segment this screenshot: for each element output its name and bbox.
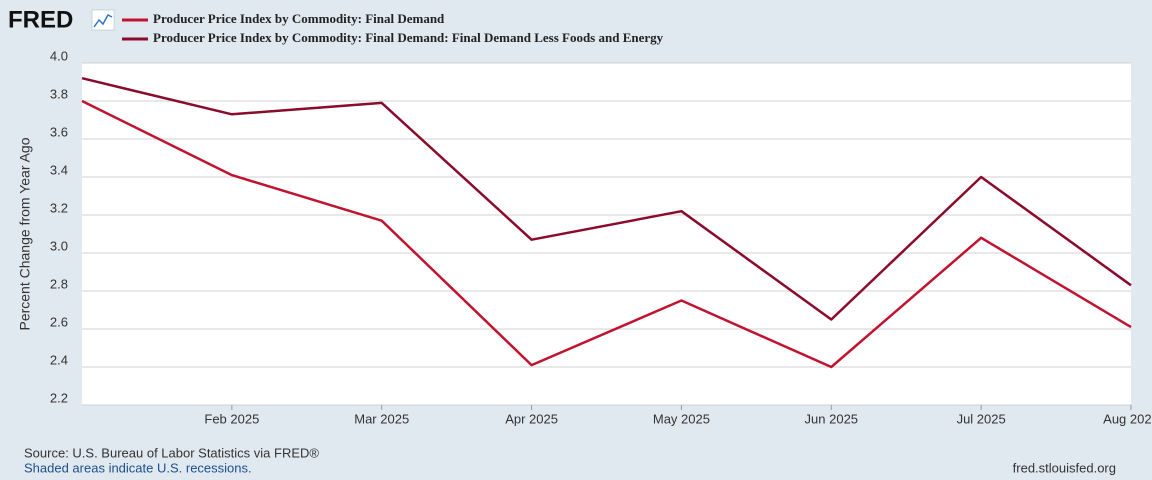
x-tick-label: Mar 2025 xyxy=(354,411,409,426)
y-tick-label: 4.0 xyxy=(50,48,68,63)
legend-label: Producer Price Index by Commodity: Final… xyxy=(153,11,445,26)
x-tick-label: Apr 2025 xyxy=(505,411,558,426)
y-tick-label: 3.2 xyxy=(50,200,68,215)
y-tick-label: 2.6 xyxy=(50,314,68,329)
series-line xyxy=(81,76,1132,321)
plot-area xyxy=(82,63,1131,405)
note: Shaded areas indicate U.S. recessions. xyxy=(24,460,252,475)
x-tick-label: Jun 2025 xyxy=(805,411,859,426)
y-tick-label: 3.0 xyxy=(50,238,68,253)
series-line xyxy=(81,99,1132,369)
url: fred.stlouisfed.org xyxy=(1013,460,1116,475)
logo: FRED xyxy=(8,6,73,33)
logo-icon xyxy=(91,9,115,31)
y-tick-label: 3.6 xyxy=(50,124,68,139)
y-tick-label: 2.8 xyxy=(50,276,68,291)
source: Source: U.S. Bureau of Labor Statistics … xyxy=(24,445,319,460)
y-tick-label: 3.8 xyxy=(50,86,68,101)
y-tick-label: 2.4 xyxy=(50,352,68,367)
x-tick-label: Feb 2025 xyxy=(204,411,259,426)
y-tick-label: 3.4 xyxy=(50,162,68,177)
x-tick-label: Aug 2025 xyxy=(1103,411,1152,426)
y-tick-label: 2.2 xyxy=(50,390,68,405)
legend-label: Producer Price Index by Commodity: Final… xyxy=(153,30,664,45)
x-tick-label: May 2025 xyxy=(653,411,710,426)
y-axis-label: Percent Change from Year Ago xyxy=(17,137,33,330)
x-tick-label: Jul 2025 xyxy=(957,411,1006,426)
